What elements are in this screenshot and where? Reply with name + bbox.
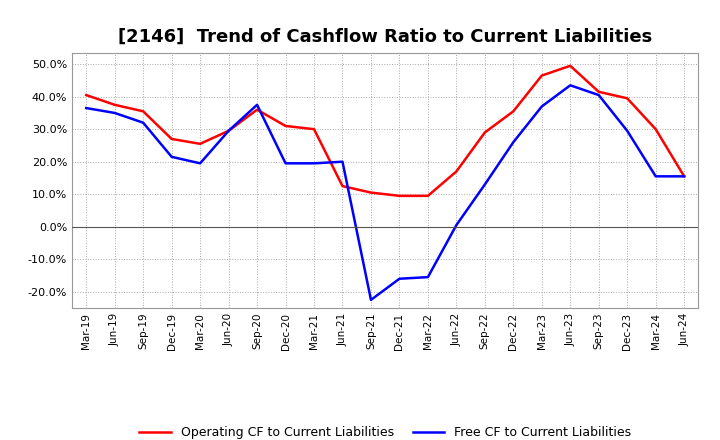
Free CF to Current Liabilities [82, 106, 91, 111]
Free CF to Current Liabilities [139, 120, 148, 125]
Line: Free CF to Current Liabilities: Free CF to Current Liabilities [86, 85, 684, 300]
Free CF to Current Liabilities [310, 161, 318, 166]
Free CF to Current Liabilities [509, 139, 518, 145]
Free CF to Current Liabilities [566, 83, 575, 88]
Free CF to Current Liabilities [480, 182, 489, 187]
Free CF to Current Liabilities [110, 110, 119, 116]
Free CF to Current Liabilities [253, 102, 261, 107]
Operating CF to Current Liabilities [282, 123, 290, 128]
Title: [2146]  Trend of Cashflow Ratio to Current Liabilities: [2146] Trend of Cashflow Ratio to Curren… [118, 28, 652, 46]
Operating CF to Current Liabilities [537, 73, 546, 78]
Operating CF to Current Liabilities [652, 127, 660, 132]
Operating CF to Current Liabilities [310, 127, 318, 132]
Free CF to Current Liabilities [338, 159, 347, 165]
Free CF to Current Liabilities [537, 104, 546, 109]
Free CF to Current Liabilities [225, 128, 233, 133]
Operating CF to Current Liabilities [110, 102, 119, 107]
Free CF to Current Liabilities [680, 174, 688, 179]
Operating CF to Current Liabilities [395, 193, 404, 198]
Operating CF to Current Liabilities [167, 136, 176, 142]
Operating CF to Current Liabilities [566, 63, 575, 69]
Operating CF to Current Liabilities [423, 193, 432, 198]
Operating CF to Current Liabilities [452, 169, 461, 174]
Operating CF to Current Liabilities [139, 109, 148, 114]
Free CF to Current Liabilities [595, 92, 603, 98]
Free CF to Current Liabilities [395, 276, 404, 282]
Operating CF to Current Liabilities [595, 89, 603, 95]
Operating CF to Current Liabilities [623, 95, 631, 101]
Operating CF to Current Liabilities [366, 190, 375, 195]
Operating CF to Current Liabilities [680, 174, 688, 179]
Free CF to Current Liabilities [366, 297, 375, 303]
Free CF to Current Liabilities [452, 223, 461, 228]
Operating CF to Current Liabilities [509, 109, 518, 114]
Free CF to Current Liabilities [623, 128, 631, 133]
Operating CF to Current Liabilities [338, 183, 347, 189]
Operating CF to Current Liabilities [225, 128, 233, 133]
Line: Operating CF to Current Liabilities: Operating CF to Current Liabilities [86, 66, 684, 196]
Free CF to Current Liabilities [196, 161, 204, 166]
Free CF to Current Liabilities [167, 154, 176, 159]
Operating CF to Current Liabilities [253, 107, 261, 112]
Free CF to Current Liabilities [652, 174, 660, 179]
Free CF to Current Liabilities [282, 161, 290, 166]
Legend: Operating CF to Current Liabilities, Free CF to Current Liabilities: Operating CF to Current Liabilities, Fre… [135, 422, 636, 440]
Operating CF to Current Liabilities [480, 130, 489, 135]
Operating CF to Current Liabilities [196, 141, 204, 147]
Operating CF to Current Liabilities [82, 92, 91, 98]
Free CF to Current Liabilities [423, 275, 432, 280]
